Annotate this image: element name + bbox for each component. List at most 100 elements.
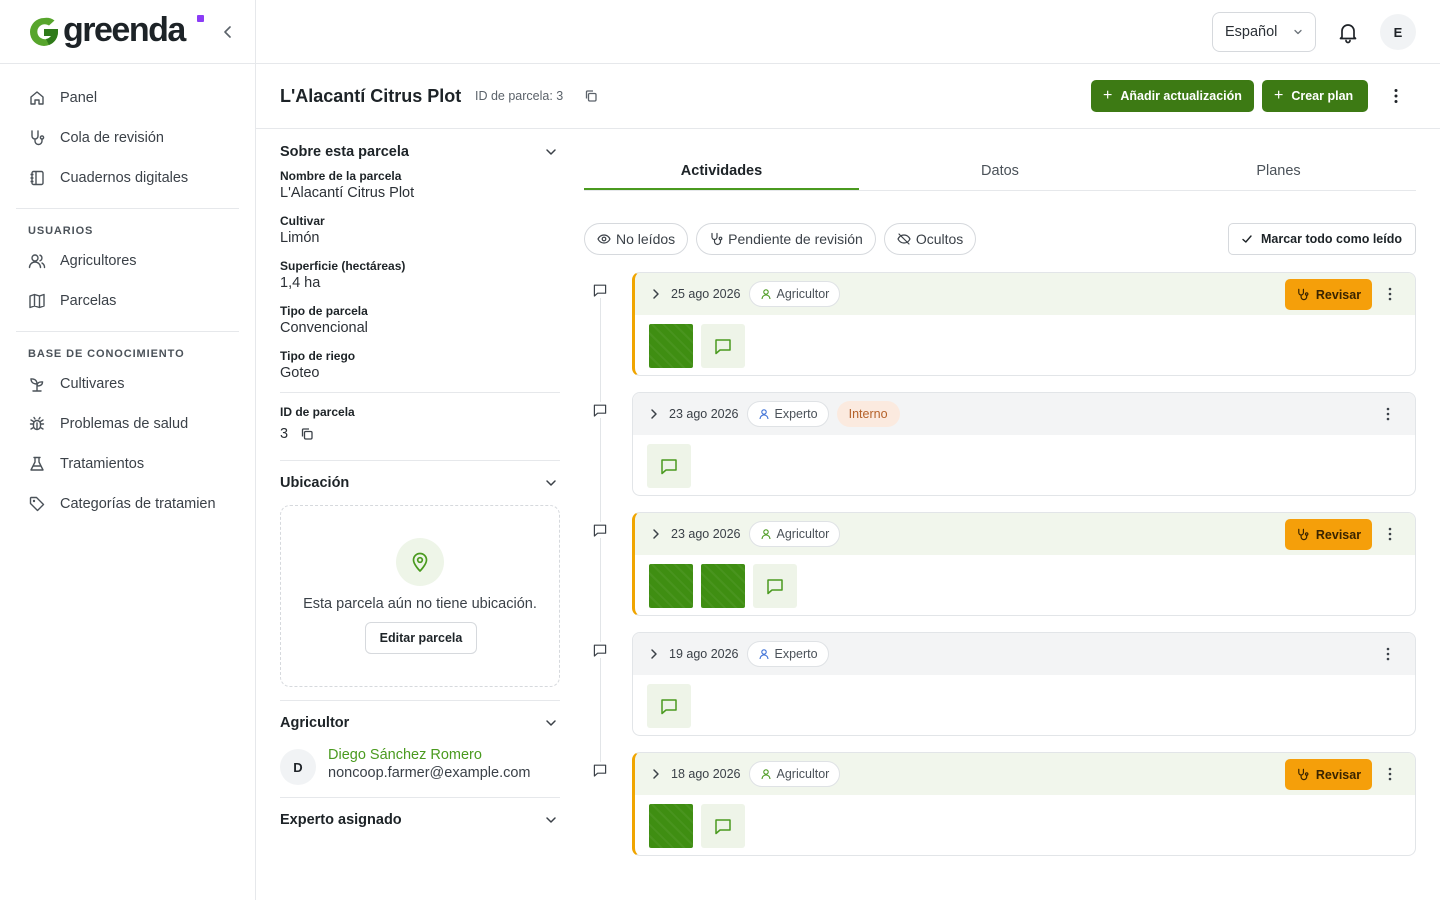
nav-section-title: USUARIOS <box>28 225 94 237</box>
stethoscope-icon <box>1298 288 1309 301</box>
role-badge: Agricultor <box>748 761 841 787</box>
activity-card-body <box>635 795 1415 848</box>
more-options-icon[interactable] <box>1381 285 1399 303</box>
timeline-line <box>600 298 601 778</box>
add-update-button[interactable]: + Añadir actualización <box>1091 80 1254 112</box>
plot-id-row: 3 <box>280 426 560 442</box>
filter-unread-chip[interactable]: No leídos <box>584 223 689 255</box>
chevron-down-icon <box>546 480 556 486</box>
comment-icon <box>661 459 677 475</box>
review-label: Revisar <box>1315 287 1362 302</box>
comments-button[interactable] <box>647 684 691 728</box>
expert-section-header[interactable]: Experto asignado <box>280 798 560 842</box>
section-title: Agricultor <box>280 715 350 731</box>
edit-plot-button[interactable]: Editar parcela <box>365 622 477 654</box>
sidebar-item-digital-notebooks[interactable]: Cuadernos digitales <box>16 158 239 198</box>
more-options-icon[interactable] <box>1379 645 1397 663</box>
chevron-right-icon[interactable] <box>649 527 663 541</box>
chevron-right-icon[interactable] <box>649 767 663 781</box>
field-label: ID de parcela <box>280 405 355 419</box>
review-button[interactable]: Revisar <box>1285 759 1372 790</box>
plot-id-value: 3 <box>280 426 289 442</box>
brand: greenda <box>0 0 255 64</box>
farmer-section-header[interactable]: Agricultor <box>280 701 560 745</box>
more-options-icon[interactable] <box>1381 525 1399 543</box>
sidebar-item-panel[interactable]: Panel <box>16 78 239 118</box>
user-icon <box>760 769 771 780</box>
farmer-name-link[interactable]: Diego Sánchez Romero <box>328 747 482 763</box>
role-label: Experto <box>774 647 818 661</box>
sidebar-item-review-queue[interactable]: Cola de revisión <box>16 118 239 158</box>
chevron-right-icon[interactable] <box>649 287 663 301</box>
tab-activities[interactable]: Actividades <box>584 152 859 190</box>
chevron-right-icon[interactable] <box>647 647 661 661</box>
more-options-icon[interactable] <box>1379 405 1397 423</box>
field-value: Convencional <box>280 320 368 336</box>
greenda-logo-icon[interactable] <box>27 15 61 49</box>
photo-thumbnail[interactable] <box>649 324 693 368</box>
filter-hidden-chip[interactable]: Ocultos <box>883 223 977 255</box>
sidebar-item-farmers[interactable]: Agricultores <box>16 241 239 281</box>
about-section-header[interactable]: Sobre esta parcela <box>280 130 560 174</box>
sidebar-item-treatments[interactable]: Tratamientos <box>16 444 239 484</box>
create-plan-button[interactable]: + Crear plan <box>1262 80 1368 112</box>
collapse-sidebar-button[interactable] <box>218 22 238 42</box>
section-title: Experto asignado <box>280 812 402 828</box>
notifications-bell-icon[interactable] <box>1336 20 1360 44</box>
location-section-header[interactable]: Ubicación <box>280 461 560 505</box>
user-avatar[interactable]: E <box>1380 14 1416 50</box>
user-icon <box>760 529 771 540</box>
review-button[interactable]: Revisar <box>1285 279 1372 310</box>
timeline-comment-icon <box>592 282 608 298</box>
sidebar-item-cultivars[interactable]: Cultivares <box>16 364 239 404</box>
comments-button[interactable] <box>647 444 691 488</box>
comment-icon <box>593 524 607 537</box>
activity-filters: No leídos Pendiente de revisión Ocultos <box>584 223 977 255</box>
more-options-icon[interactable] <box>1381 765 1399 783</box>
more-options-icon[interactable] <box>1386 86 1406 106</box>
divider <box>280 460 560 461</box>
sidebar-item-treatment-categories[interactable]: Categorías de tratamien <box>16 484 239 524</box>
copy-icon[interactable] <box>584 89 598 103</box>
chevron-down-icon <box>546 720 556 726</box>
chip-label: No leídos <box>616 231 676 247</box>
comment-icon <box>715 339 731 355</box>
photo-thumbnail[interactable] <box>649 804 693 848</box>
mark-all-read-button[interactable]: Marcar todo como leído <box>1228 223 1416 255</box>
comment-icon <box>661 699 677 715</box>
check-icon <box>1242 235 1252 243</box>
activity-card[interactable]: 25 ago 2026 Agricultor Revisar <box>632 272 1416 376</box>
comments-button[interactable] <box>753 564 797 608</box>
tab-data[interactable]: Datos <box>981 163 1019 179</box>
activity-card[interactable]: 19 ago 2026 Experto <box>632 632 1416 736</box>
photo-thumbnail[interactable] <box>649 564 693 608</box>
comments-button[interactable] <box>701 324 745 368</box>
copy-icon[interactable] <box>300 427 314 441</box>
photo-thumbnail[interactable] <box>701 564 745 608</box>
activity-card[interactable]: 23 ago 2026 Experto Interno <box>632 392 1416 496</box>
role-label: Experto <box>774 407 818 421</box>
plus-icon: + <box>1103 87 1113 104</box>
comments-button[interactable] <box>701 804 745 848</box>
user-icon <box>760 289 771 300</box>
page-header: L'Alacantí Citrus Plot ID de parcela: 3 … <box>256 64 1440 129</box>
plot-id-label: ID de parcela: 3 <box>475 89 564 103</box>
chevron-right-icon[interactable] <box>647 407 661 421</box>
activity-card-header: 25 ago 2026 Agricultor Revisar <box>635 273 1415 315</box>
activity-card-header: 23 ago 2026 Experto Interno <box>633 393 1415 435</box>
role-label: Agricultor <box>776 287 830 301</box>
about-fields: Nombre de la parcela L'Alacantí Citrus P… <box>280 169 560 381</box>
language-select[interactable]: Español <box>1212 12 1316 52</box>
activity-date: 23 ago 2026 <box>669 407 739 421</box>
sidebar-item-health-problems[interactable]: Problemas de salud <box>16 404 239 444</box>
sidebar-item-plots[interactable]: Parcelas <box>16 281 239 321</box>
activity-card[interactable]: 23 ago 2026 Agricultor Revisar <box>632 512 1416 616</box>
review-button[interactable]: Revisar <box>1285 519 1372 550</box>
field-label: Nombre de la parcela <box>280 169 402 183</box>
filter-pending-review-chip[interactable]: Pendiente de revisión <box>696 223 876 255</box>
sidebar-item-label: Categorías de tratamien <box>60 496 216 512</box>
tab-plans[interactable]: Planes <box>1256 163 1301 179</box>
divider <box>280 700 560 701</box>
activity-card[interactable]: 18 ago 2026 Agricultor Revisar <box>632 752 1416 856</box>
comment-icon <box>593 644 607 657</box>
